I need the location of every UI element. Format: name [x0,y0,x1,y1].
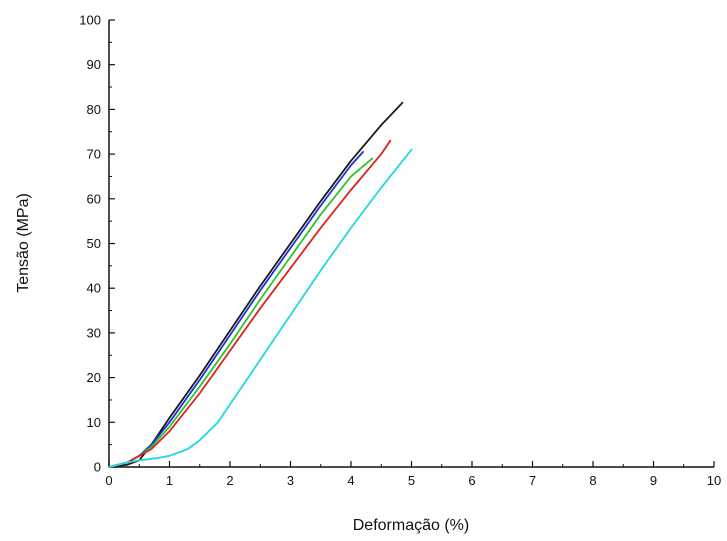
series-line-4 [108,139,392,468]
x-tick-label: 3 [287,473,294,488]
x-axis-title: Deformação (%) [353,517,469,534]
x-tick-label: 6 [468,473,475,488]
y-tick-label: 20 [87,370,101,385]
x-tick-label: 0 [105,473,112,488]
x-tick-label: 2 [226,473,233,488]
x-tick-label: 4 [347,473,354,488]
y-tick-label: 90 [87,57,101,72]
y-tick-label: 10 [87,415,101,430]
x-tick-label: 8 [589,473,596,488]
x-tick-label: 1 [166,473,173,488]
y-tick-label: 100 [79,13,101,28]
series-lines [108,101,413,468]
y-tick-label: 40 [87,281,101,296]
x-tick-label: 5 [408,473,415,488]
series-line-2 [108,150,364,468]
y-tick-label: 80 [87,102,101,117]
x-tick-label: 7 [529,473,536,488]
axes [108,20,714,468]
y-tick-label: 30 [87,325,101,340]
y-tick-label: 60 [87,191,101,206]
series-line-3 [108,157,374,468]
y-axis-title: Tensão (MPa) [15,193,32,293]
series-line-5 [108,148,413,468]
y-tick-label: 0 [94,460,101,475]
y-tick-label: 50 [87,236,101,251]
y-tick-label: 70 [87,147,101,162]
x-tick-label: 10 [707,473,721,488]
x-tick-label: 9 [650,473,657,488]
